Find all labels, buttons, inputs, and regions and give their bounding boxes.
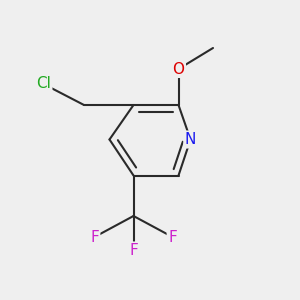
Text: F: F bbox=[90, 230, 99, 244]
Text: N: N bbox=[185, 132, 196, 147]
Text: O: O bbox=[172, 61, 184, 76]
Text: F: F bbox=[129, 243, 138, 258]
Text: F: F bbox=[168, 230, 177, 244]
Text: Cl: Cl bbox=[36, 76, 51, 92]
